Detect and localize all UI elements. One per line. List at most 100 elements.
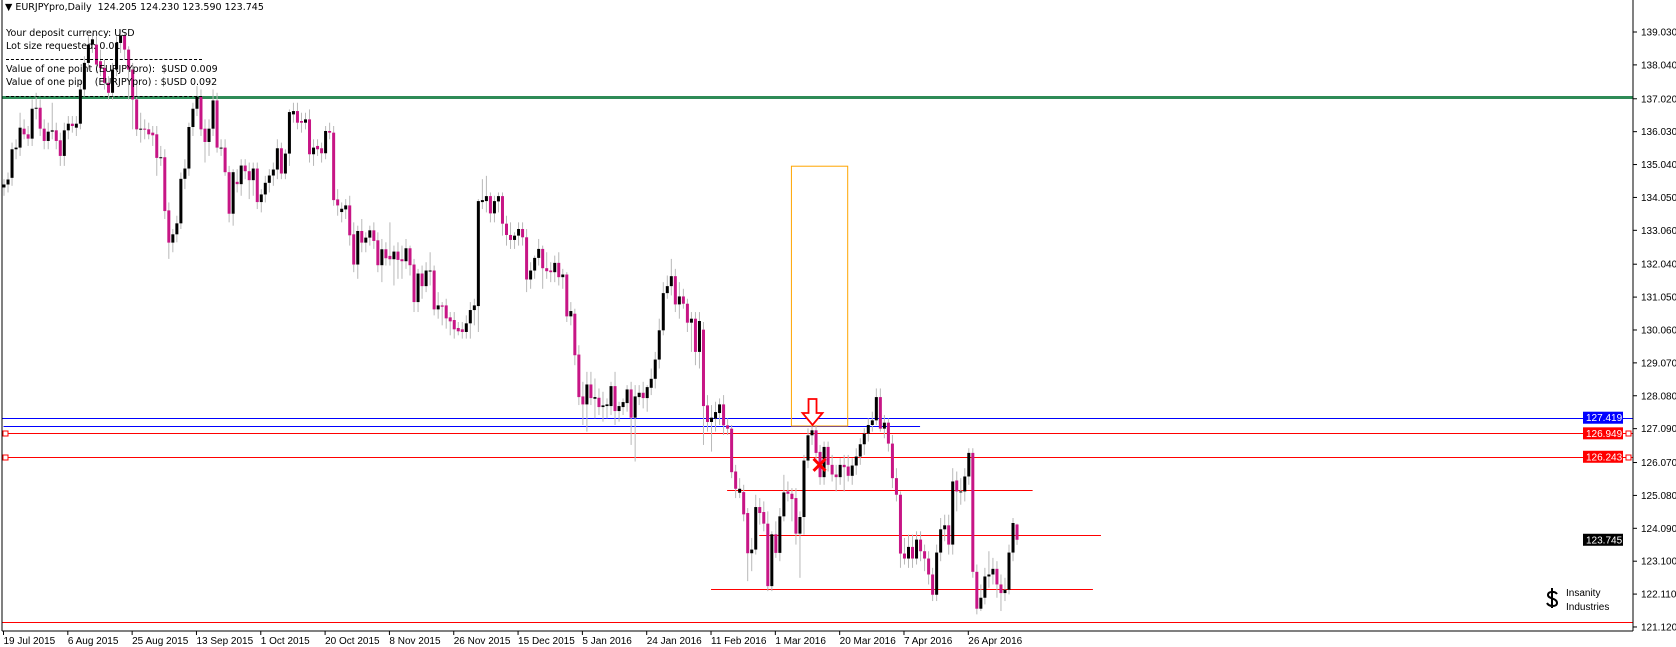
candle-body-bear	[295, 111, 299, 123]
candle-body-bear	[255, 168, 259, 203]
candle-body-bull	[935, 552, 939, 595]
candle-body-bear	[328, 130, 332, 133]
triangle-down-icon[interactable]: ▼	[5, 2, 13, 13]
candle-body-bear	[549, 270, 553, 273]
price-tick-label: 136.030	[1641, 127, 1676, 138]
current-price-label: 123.745	[1586, 535, 1623, 546]
candle-body-bear	[746, 513, 750, 554]
candle-body-bear	[902, 553, 906, 559]
candle-body-bear	[42, 128, 46, 141]
candle-body-bull	[529, 270, 533, 280]
candle-body-bull	[86, 44, 90, 63]
candle-body-bear	[408, 248, 412, 266]
candle-body-bear	[332, 132, 336, 201]
price-tick-label: 132.040	[1641, 260, 1676, 271]
candle-body-bear	[834, 474, 838, 478]
candle-body-bull	[259, 194, 263, 203]
candle-body-bear	[589, 384, 593, 399]
candle-body-bear	[223, 147, 227, 173]
price-line-label-bg	[1583, 411, 1623, 424]
candles	[2, 29, 1019, 615]
price-tick-label: 122.110	[1641, 590, 1676, 601]
line-handle-right	[1625, 454, 1632, 461]
candle-body-bear	[412, 264, 416, 303]
time-tick-label: 19 Jul 2015	[4, 636, 56, 647]
candle-body-bull	[882, 422, 886, 429]
candle-body-bull	[183, 168, 187, 179]
time-tick-label: 5 Jan 2016	[582, 636, 632, 647]
candle-body-bear	[320, 148, 324, 154]
time-tick-label: 20 Mar 2016	[840, 636, 897, 647]
candle-body-bear	[923, 551, 927, 559]
candle-body-bull	[191, 108, 195, 128]
candle-body-bull	[428, 270, 432, 272]
dollar-sign-icon	[1546, 588, 1559, 608]
candle-body-bull	[806, 435, 810, 461]
candle-body-bull	[404, 248, 408, 262]
horizontal-lines	[2, 96, 1633, 623]
candle-body-bull	[870, 420, 874, 425]
candle-body-bear	[581, 396, 585, 405]
candle-body-bull	[850, 465, 854, 476]
time-tick-label: 15 Dec 2015	[518, 636, 575, 647]
candle-body-bull	[74, 123, 78, 128]
time-tick-label: 26 Nov 2015	[454, 636, 511, 647]
candle-body-bear	[279, 148, 283, 174]
line-handle-left	[2, 454, 9, 461]
candle-body-bear	[673, 276, 677, 305]
candle-body-bull	[561, 274, 565, 278]
candle-body-bear	[995, 568, 999, 585]
candle-body-bull	[115, 42, 119, 70]
candle-body-bull	[665, 286, 669, 294]
logo-line1: Insanity	[1566, 588, 1600, 599]
candle-body-bear	[448, 317, 452, 322]
deposit-currency-text: Your deposit currency: USD	[6, 28, 135, 39]
candle-body-bear	[894, 478, 898, 495]
candle-body-bull	[251, 168, 255, 181]
candle-body-bull	[637, 392, 641, 398]
candle-body-bull	[171, 234, 175, 243]
candle-body-bull	[6, 179, 10, 185]
candle-body-bear	[545, 268, 549, 272]
candle-body-bull	[593, 397, 597, 399]
candle-body-bear	[730, 428, 734, 473]
candle-body-bear	[155, 134, 159, 158]
time-tick-label: 20 Oct 2015	[325, 636, 380, 647]
candle-body-bear	[814, 430, 818, 453]
candle-body-bull	[798, 517, 802, 534]
candle-body-bear	[103, 67, 106, 83]
candle-body-bear	[541, 248, 545, 269]
candle-body-bear	[500, 196, 504, 224]
candle-body-bull	[915, 539, 919, 559]
time-tick-label: 8 Nov 2015	[389, 636, 441, 647]
candle-body-bull	[689, 318, 693, 323]
candle-body-bull	[271, 169, 275, 176]
info-divider	[6, 59, 202, 60]
candle-body-bull	[983, 576, 987, 598]
candle-body-bull	[1003, 589, 1007, 594]
candle-body-bear	[388, 255, 392, 260]
candle-body-bull	[50, 130, 54, 132]
down-arrow-icon	[800, 398, 825, 427]
candle-body-bear	[26, 134, 30, 139]
candle-body-bull	[82, 62, 86, 90]
candle-body-bear	[460, 329, 464, 332]
candle-body-bear	[613, 386, 617, 412]
candle-body-bull	[492, 201, 496, 214]
candle-body-bear	[790, 493, 794, 500]
candle-body-bear	[830, 464, 834, 475]
candle-body-bull	[657, 330, 661, 360]
candle-body-bear	[758, 507, 762, 514]
candle-body-bear	[878, 397, 882, 429]
price-tick-label: 134.050	[1641, 193, 1676, 204]
candle-body-bear	[629, 389, 633, 418]
candle-body-bull	[364, 237, 368, 243]
candle-body-bear	[400, 259, 404, 262]
candle-body-bull	[782, 492, 786, 517]
candle-body-bull	[484, 196, 488, 202]
candle-body-bear	[235, 181, 239, 185]
price-tick-label: 133.060	[1641, 226, 1676, 237]
chart-objects	[790, 165, 849, 472]
candle-body-bear	[167, 210, 171, 243]
